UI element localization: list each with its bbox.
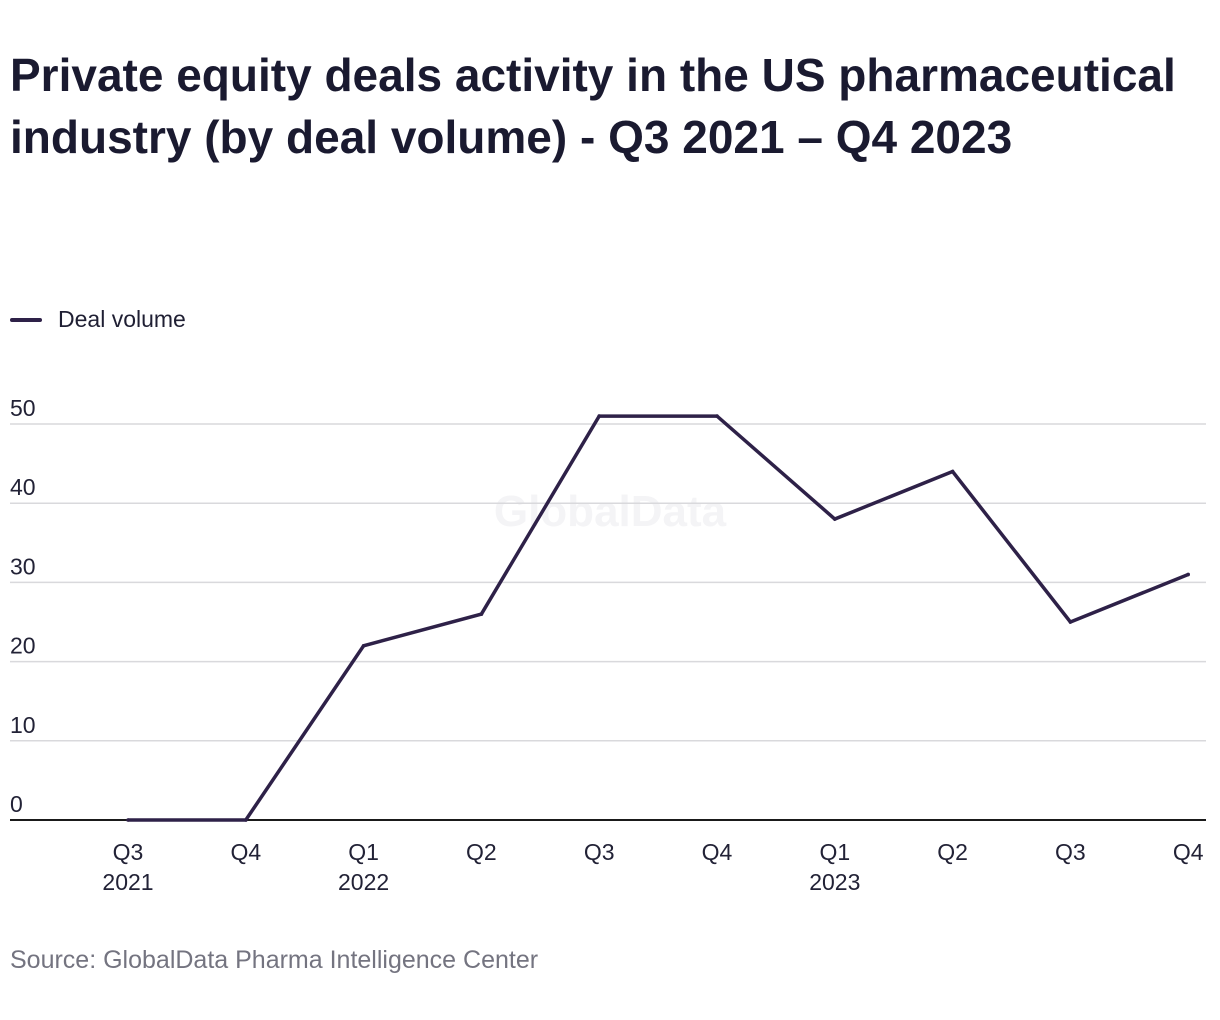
y-tick-label-20: 20	[10, 633, 36, 659]
data-point-7	[950, 469, 955, 474]
data-point-5	[715, 414, 719, 418]
data-point-4	[597, 414, 601, 418]
gridlines	[10, 423, 1206, 821]
x-tick-label-9: Q4	[1173, 839, 1204, 865]
data-point-3	[479, 612, 484, 616]
data-point-0	[126, 818, 130, 822]
x-tick-year-label-2: 2022	[338, 869, 389, 895]
x-tick-label-2: Q1	[348, 839, 379, 865]
data-point-9	[1186, 572, 1190, 577]
data-point-8	[1068, 620, 1073, 624]
data-point-2	[361, 643, 366, 648]
x-tick-year-label-6: 2023	[809, 869, 860, 895]
legend-swatch-deal-volume	[10, 317, 42, 322]
x-tick-label-4: Q3	[584, 839, 615, 865]
data-point-1	[244, 818, 248, 822]
x-tick-label-5: Q4	[702, 839, 733, 865]
watermark: GlobalData	[494, 487, 727, 536]
y-tick-label-50: 50	[10, 395, 36, 421]
legend-label-deal-volume: Deal volume	[58, 306, 186, 332]
y-tick-label-40: 40	[10, 474, 36, 500]
y-tick-label-30: 30	[10, 553, 36, 579]
x-tick-label-3: Q2	[466, 839, 497, 865]
x-tick-label-8: Q3	[1055, 839, 1086, 865]
source-note: Source: GlobalData Pharma Intelligence C…	[10, 946, 539, 974]
x-axis-labels: Q3 2021 Q4 Q1 2022 Q2 Q3 Q4 Q1 2023 Q2 Q3 Q4	[102, 839, 1203, 895]
series-line-deal-volume	[128, 414, 1189, 822]
x-tick-label-6: Q1	[819, 839, 850, 865]
y-tick-label-10: 10	[10, 712, 36, 738]
series-group	[126, 414, 1190, 822]
x-tick-label-0: Q3	[113, 839, 144, 865]
legend: Deal volume	[10, 306, 186, 333]
data-point-6	[833, 517, 837, 521]
x-tick-label-7: Q2	[937, 839, 968, 865]
y-tick-label-0: 0	[10, 791, 23, 817]
y-axis-labels: 0 10 20 30 40 50	[10, 395, 36, 817]
x-tick-year-label-0: 2021	[102, 869, 153, 895]
x-tick-label-1: Q4	[230, 839, 261, 865]
chart-title: Private equity deals activity in the US …	[10, 49, 1176, 163]
